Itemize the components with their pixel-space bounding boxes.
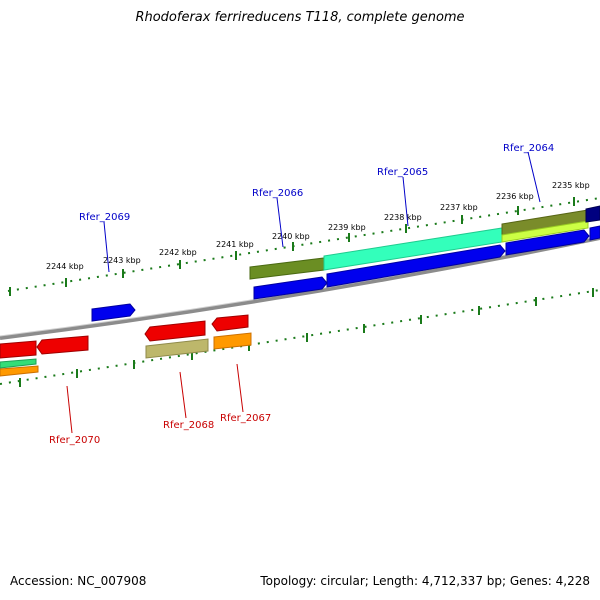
kbp-label: 2244 kbp bbox=[46, 262, 84, 271]
gene-arrow-forward[interactable] bbox=[585, 205, 600, 223]
gene-arrow-forward[interactable] bbox=[249, 257, 325, 280]
kbp-label: 2241 kbp bbox=[216, 240, 254, 249]
gene-arrow-reverse[interactable] bbox=[213, 332, 252, 350]
leader-line bbox=[66, 385, 73, 434]
gene-arrow-reverse[interactable] bbox=[0, 358, 37, 369]
kbp-label: 2237 kbp bbox=[440, 203, 478, 212]
gene-label-forward[interactable]: Rfer_2069 bbox=[79, 212, 130, 223]
leader-line bbox=[236, 363, 244, 413]
genome-summary-text: Topology: circular; Length: 4,712,337 bp… bbox=[260, 574, 590, 588]
genome-backbone bbox=[0, 236, 600, 340]
kbp-label: 2238 kbp bbox=[384, 213, 422, 222]
gene-arrow-reverse[interactable] bbox=[36, 335, 89, 355]
leader-line bbox=[179, 371, 187, 419]
leader-line bbox=[402, 176, 409, 227]
kbp-label: 2235 kbp bbox=[552, 181, 590, 190]
gene-arrow-forward[interactable] bbox=[589, 225, 600, 241]
gene-arrow-reverse[interactable] bbox=[144, 320, 206, 342]
kbp-label: 2240 kbp bbox=[272, 232, 310, 241]
map-title: Rhodoferax ferrireducens T118, complete … bbox=[135, 10, 465, 25]
gene-label-forward[interactable]: Rfer_2065 bbox=[377, 167, 428, 178]
gene-arrow-forward[interactable] bbox=[91, 303, 136, 322]
gene-arrow-forward[interactable] bbox=[326, 244, 506, 288]
gene-arrow-reverse[interactable] bbox=[145, 338, 209, 359]
gene-label-reverse[interactable]: Rfer_2067 bbox=[220, 413, 271, 424]
leader-line bbox=[527, 151, 541, 203]
gene-label-reverse[interactable]: Rfer_2070 bbox=[49, 435, 100, 446]
kbp-label: 2242 kbp bbox=[159, 248, 197, 257]
gene-arrow-reverse[interactable] bbox=[211, 314, 249, 332]
reverse-genes bbox=[0, 314, 252, 377]
leader-line bbox=[103, 221, 110, 273]
gene-label-forward[interactable]: Rfer_2066 bbox=[252, 188, 303, 199]
gene-label-forward[interactable]: Rfer_2064 bbox=[503, 143, 554, 154]
leader-line bbox=[276, 197, 284, 248]
gene-label-reverse[interactable]: Rfer_2068 bbox=[163, 420, 214, 431]
gene-arrow-reverse[interactable] bbox=[0, 340, 37, 359]
forward-tick-track bbox=[7, 197, 600, 296]
gene-arrow-forward[interactable] bbox=[501, 220, 589, 243]
gene-arrow-forward[interactable] bbox=[253, 276, 328, 300]
reverse-tick-track bbox=[0, 288, 600, 387]
kbp-label: 2236 kbp bbox=[496, 192, 534, 201]
accession-text: Accession: NC_007908 bbox=[10, 574, 147, 588]
kbp-label: 2243 kbp bbox=[103, 256, 141, 265]
gene-arrow-forward[interactable] bbox=[505, 229, 590, 256]
kbp-label: 2239 kbp bbox=[328, 223, 366, 232]
gene-arrow-reverse[interactable] bbox=[0, 365, 39, 377]
forward-genes bbox=[91, 205, 600, 322]
